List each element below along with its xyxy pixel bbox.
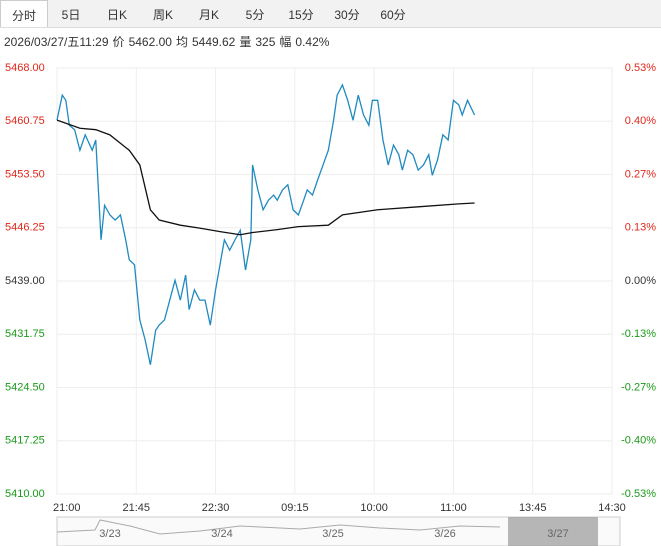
tab[interactable]: 60分: [380, 8, 406, 22]
field-value: 5462.00: [128, 35, 172, 49]
y-tick-label: 5417.25: [5, 435, 45, 447]
navigator-label: 3/27: [547, 528, 568, 540]
x-tick-label: 09:15: [281, 502, 309, 514]
quote-time: 2026/03/27/五11:29: [4, 35, 109, 49]
y-tick-label: 5460.75: [5, 115, 45, 127]
navigator-label: 3/26: [434, 528, 455, 540]
x-tick-label: 21:00: [53, 502, 81, 514]
y2-tick-label: 0.13%: [625, 222, 656, 234]
field-label: 幅: [279, 35, 292, 49]
tab[interactable]: 月K: [198, 8, 219, 22]
x-tick-label: 10:00: [360, 502, 388, 514]
navigator-label: 3/23: [99, 528, 120, 540]
field-value: 0.42%: [295, 35, 330, 49]
tab[interactable]: 30分: [334, 8, 360, 22]
field-label: 均: [175, 35, 188, 49]
navigator-window[interactable]: [508, 517, 598, 546]
tab[interactable]: 15分: [288, 8, 314, 22]
y-tick-label: 5424.50: [5, 381, 45, 393]
tab[interactable]: 5分: [245, 8, 265, 22]
tab[interactable]: 5日: [61, 8, 81, 22]
x-tick-label: 14:30: [598, 502, 626, 514]
y-tick-label: 5446.25: [5, 222, 45, 234]
navigator-line: [56, 519, 501, 535]
field-value: 5449.62: [191, 35, 236, 49]
x-tick-label: 22:30: [202, 502, 230, 514]
y2-tick-label: 0.40%: [625, 115, 656, 127]
tab[interactable]: 分时: [0, 0, 48, 27]
y2-tick-label: -0.13%: [621, 328, 656, 340]
y2-tick-label: -0.27%: [621, 381, 656, 393]
navigator-label: 3/25: [322, 528, 343, 540]
x-tick-label: 13:45: [519, 502, 547, 514]
x-tick-label: 11:00: [440, 502, 467, 514]
y-tick-label: 5468.00: [5, 62, 45, 74]
y-tick-label: 5410.00: [5, 488, 45, 500]
line: [56, 119, 475, 236]
quote-info: 2026/03/27/五11:29 价 5462.00 均 5449.62 量 325 幅 0.…: [4, 33, 333, 50]
y-tick-label: 5453.50: [5, 168, 45, 180]
tab[interactable]: 日K: [106, 8, 127, 22]
tab-bar: 分时 5日 日K 周K 月K 5分 15分 30分 60分: [0, 0, 661, 28]
y2-tick-label: 0.53%: [625, 62, 656, 74]
y-tick-label: 5439.00: [5, 275, 45, 287]
x-tick-label: 21:45: [123, 502, 151, 514]
y2-tick-label: 0.00%: [625, 275, 656, 287]
line: [56, 83, 476, 365]
y2-tick-label: -0.40%: [621, 435, 656, 447]
field-value: 325: [255, 35, 276, 49]
y2-tick-label: 0.27%: [625, 168, 656, 180]
y-tick-label: 5431.75: [5, 328, 45, 340]
navigator-label: 3/24: [211, 528, 232, 540]
field-label: 价: [112, 35, 125, 49]
tab[interactable]: 周K: [152, 8, 173, 22]
field-label: 量: [239, 35, 252, 49]
y2-tick-label: -0.53%: [621, 488, 656, 500]
